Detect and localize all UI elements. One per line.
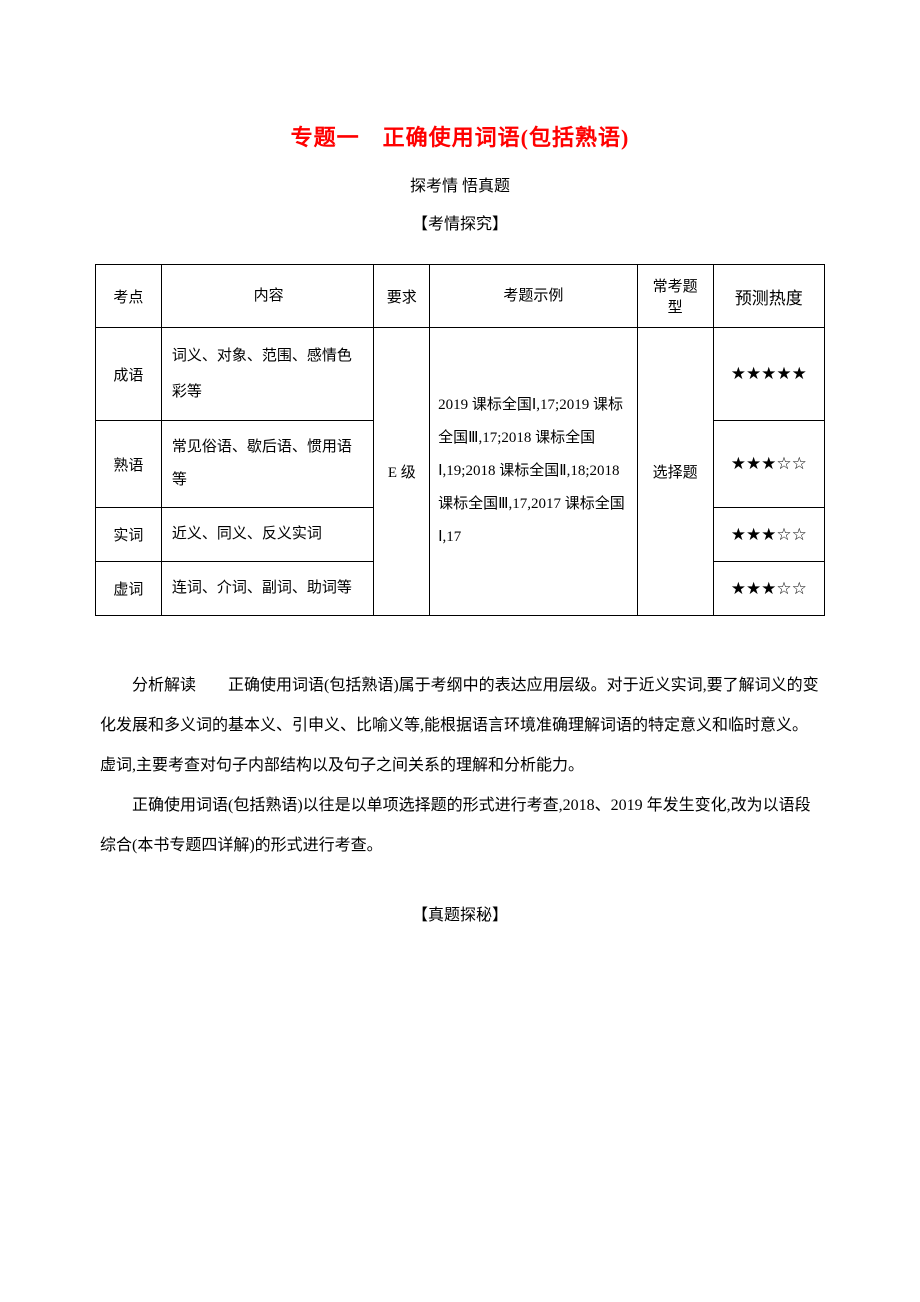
cell-example-merged: 2019 课标全国Ⅰ,17;2019 课标全国Ⅲ,17;2018 课标全国Ⅰ,1… [430,328,638,616]
analysis-paragraph-1: 分析解读正确使用词语(包括熟语)属于考纲中的表达应用层级。对于近义实词,要了解词… [100,666,820,786]
subtitle: 探考情 悟真题 [95,172,825,196]
cell-content: 词义、对象、范围、感情色彩等 [161,328,374,421]
cell-content: 连词、介词、副词、助词等 [161,562,374,616]
cell-heat: ★★★☆☆ [713,562,824,616]
section-heading: 【考情探究】 [95,210,825,234]
analysis-text-1: 正确使用词语(包括熟语)属于考纲中的表达应用层级。对于近义实词,要了解词义的变化… [100,677,819,774]
analysis-label: 分析解读 [132,677,196,694]
header-type: 常考题型 [637,265,713,328]
cell-content: 近义、同义、反义实词 [161,508,374,562]
table-header-row: 考点 内容 要求 考题示例 常考题型 预测热度 [96,265,825,328]
cell-req-merged: E 级 [374,328,430,616]
main-title: 专题一 正确使用词语(包括熟语) [95,120,825,152]
analysis-paragraph-2: 正确使用词语(包括熟语)以往是以单项选择题的形式进行考查,2018、2019 年… [100,786,820,866]
cell-heat: ★★★☆☆ [713,421,824,508]
cell-point: 熟语 [96,421,162,508]
cell-heat: ★★★☆☆ [713,508,824,562]
header-req: 要求 [374,265,430,328]
header-example: 考题示例 [430,265,638,328]
cell-content: 常见俗语、歇后语、惯用语等 [161,421,374,508]
header-point: 考点 [96,265,162,328]
analysis-block: 分析解读正确使用词语(包括熟语)属于考纲中的表达应用层级。对于近义实词,要了解词… [95,666,825,866]
cell-heat: ★★★★★ [713,328,824,421]
cell-point: 成语 [96,328,162,421]
exam-table: 考点 内容 要求 考题示例 常考题型 预测热度 成语 词义、对象、范围、感情色彩… [95,264,825,616]
table-row: 成语 词义、对象、范围、感情色彩等 E 级 2019 课标全国Ⅰ,17;2019… [96,328,825,421]
cell-point: 实词 [96,508,162,562]
header-heat: 预测热度 [713,265,824,328]
header-content: 内容 [161,265,374,328]
cell-point: 虚词 [96,562,162,616]
cell-type-merged: 选择题 [637,328,713,616]
footer-heading: 【真题探秘】 [95,901,825,925]
